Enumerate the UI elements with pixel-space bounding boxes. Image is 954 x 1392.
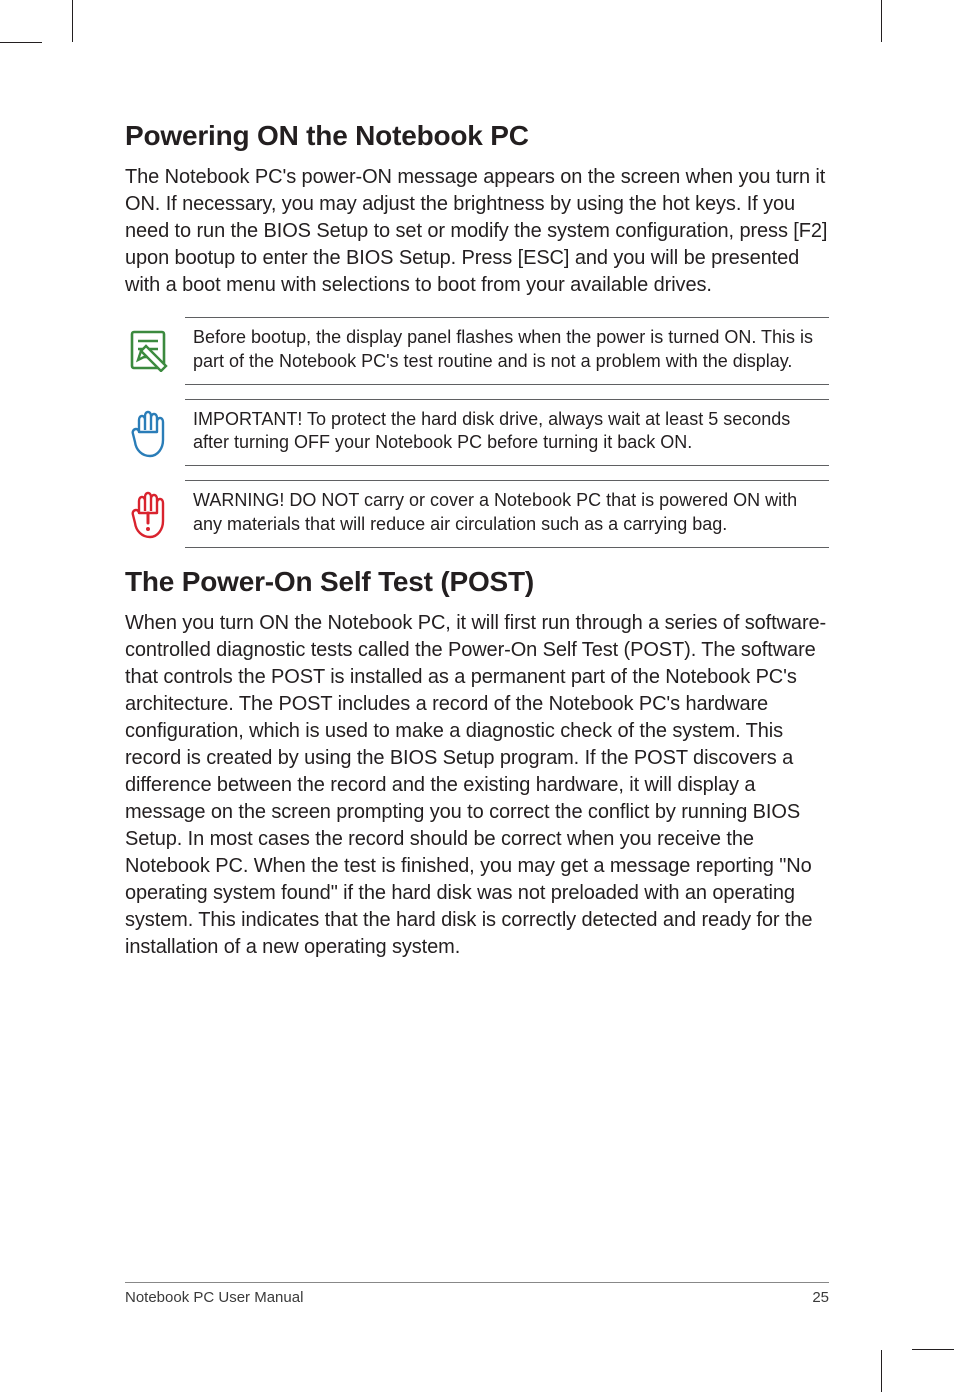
crop-mark	[72, 0, 73, 42]
section-heading: Powering ON the Notebook PC	[125, 120, 829, 152]
page-footer: Notebook PC User Manual 25	[125, 1282, 829, 1306]
document-page: Powering ON the Notebook PC The Notebook…	[0, 0, 954, 1392]
callout-text: IMPORTANT! To protect the hard disk driv…	[185, 408, 829, 456]
crop-mark	[0, 42, 42, 43]
body-text: The Notebook PC's power-ON message appea…	[125, 164, 829, 299]
note-icon	[123, 328, 173, 372]
section-heading: The Power-On Self Test (POST)	[125, 566, 829, 598]
footer-doc-title: Notebook PC User Manual	[125, 1289, 303, 1306]
crop-mark	[912, 1349, 954, 1350]
hand-icon	[123, 410, 173, 458]
warning-callout: WARNING! DO NOT carry or cover a Noteboo…	[185, 480, 829, 548]
callout-text: WARNING! DO NOT carry or cover a Noteboo…	[185, 489, 829, 537]
body-text: When you turn ON the Notebook PC, it wil…	[125, 610, 829, 961]
warning-icon	[123, 491, 173, 539]
crop-mark	[881, 1350, 882, 1392]
page-number: 25	[812, 1289, 829, 1306]
crop-mark	[881, 0, 882, 42]
important-callout: IMPORTANT! To protect the hard disk driv…	[185, 399, 829, 467]
callout-text: Before bootup, the display panel flashes…	[185, 326, 829, 374]
note-callout: Before bootup, the display panel flashes…	[185, 317, 829, 385]
